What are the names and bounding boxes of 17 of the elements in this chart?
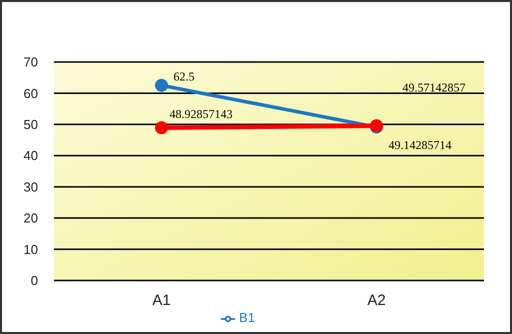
data-label: 49.57142857: [402, 80, 466, 95]
data-label: 49.14285714: [388, 138, 452, 152]
data-label: 48.92857143: [170, 106, 232, 121]
y-tick-label: 70: [24, 54, 38, 70]
data-label: 62.5: [174, 69, 194, 84]
y-tick-label: 30: [24, 179, 38, 194]
point: [155, 121, 168, 134]
y-tick-label: 50: [24, 117, 38, 132]
y-tick-label: 20: [24, 210, 38, 226]
legend-label: B1: [239, 310, 255, 326]
point: [155, 78, 168, 92]
x-tick-label: A2: [367, 292, 386, 310]
y-tick-label: 0: [30, 273, 38, 288]
y-tick-label: 40: [24, 148, 38, 164]
y-tick-label: 60: [24, 86, 38, 101]
y-tick-label: 10: [24, 242, 38, 257]
x-tick-label: A1: [152, 292, 171, 310]
